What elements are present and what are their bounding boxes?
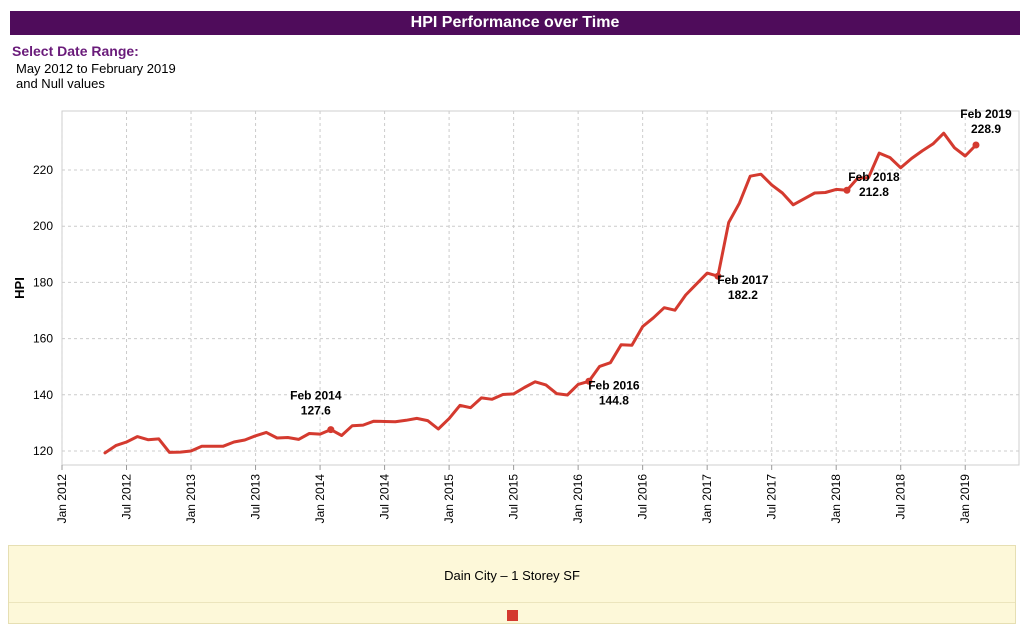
x-tick-label: Jan 2012 — [55, 474, 69, 524]
x-tick-label: Jul 2015 — [507, 474, 521, 520]
x-tick-label: Jan 2017 — [700, 474, 714, 524]
x-tick-label: Jan 2018 — [829, 474, 843, 524]
annotation-month: Feb 2019 — [960, 107, 1012, 121]
annotation-month: Feb 2018 — [848, 170, 900, 184]
date-range-line-2: and Null values — [16, 76, 105, 91]
x-tick-label: Jul 2018 — [894, 474, 908, 520]
annotation-value: 144.8 — [599, 393, 629, 407]
date-range-line-1: May 2012 to February 2019 — [16, 61, 176, 76]
legend-title: Dain City – 1 Storey SF — [444, 568, 580, 583]
annotation-marker[interactable] — [585, 377, 593, 385]
annotation-month: Feb 2014 — [290, 389, 342, 403]
y-tick-label: 120 — [33, 444, 53, 458]
annotation-marker[interactable] — [843, 186, 851, 194]
annotation-value: 212.8 — [859, 185, 889, 199]
x-tick-label: Jul 2016 — [636, 474, 650, 520]
legend: Dain City – 1 Storey SF — [8, 545, 1016, 624]
x-tick-label: Jul 2013 — [249, 474, 263, 520]
chart-title: HPI Performance over Time — [10, 11, 1020, 35]
x-tick-label: Jan 2016 — [571, 474, 585, 524]
annotation-marker[interactable] — [327, 426, 335, 434]
axes: 120 140 160 180 200 220 Jan 2012 Jul 2012 Jan 20… — [33, 163, 972, 523]
x-tick-label: Jul 2017 — [765, 474, 779, 520]
annotation-month: Feb 2016 — [588, 378, 640, 392]
date-range-value[interactable]: May 2012 to February 2019 and Null value… — [16, 61, 176, 91]
grid-lines — [61, 111, 1019, 465]
x-tick-label: Jul 2012 — [120, 474, 134, 520]
series-layer — [103, 131, 978, 455]
y-tick-label: 220 — [33, 163, 53, 177]
annotation-value: 182.2 — [728, 288, 758, 302]
annotation-marker[interactable] — [972, 141, 980, 149]
x-tick-label: Jan 2019 — [958, 474, 972, 524]
y-tick-label: 200 — [33, 219, 53, 233]
y-tick-label: 180 — [33, 275, 53, 289]
date-range-label: Select Date Range: — [12, 43, 139, 59]
annotation-month: Feb 2017 — [717, 273, 769, 287]
annotation-marker[interactable] — [714, 272, 722, 280]
plot-area — [61, 110, 1020, 466]
annotation-value: 127.6 — [301, 404, 331, 418]
x-tick-label: Jan 2015 — [442, 474, 456, 524]
hpi-line-chart[interactable]: 120 140 160 180 200 220 Jan 2012 Jul 2012 Jan 20… — [0, 100, 1024, 540]
legend-swatch[interactable] — [507, 610, 518, 621]
series-line[interactable] — [103, 131, 978, 455]
y-axis-title: HPI — [12, 277, 27, 299]
y-tick-label: 140 — [33, 388, 53, 402]
x-tick-label: Jan 2014 — [313, 474, 327, 524]
y-tick-label: 160 — [33, 332, 53, 346]
legend-divider — [9, 602, 1015, 603]
x-tick-label: Jul 2014 — [378, 474, 392, 520]
x-tick-label: Jan 2013 — [184, 474, 198, 524]
annotation-value: 228.9 — [971, 122, 1001, 136]
